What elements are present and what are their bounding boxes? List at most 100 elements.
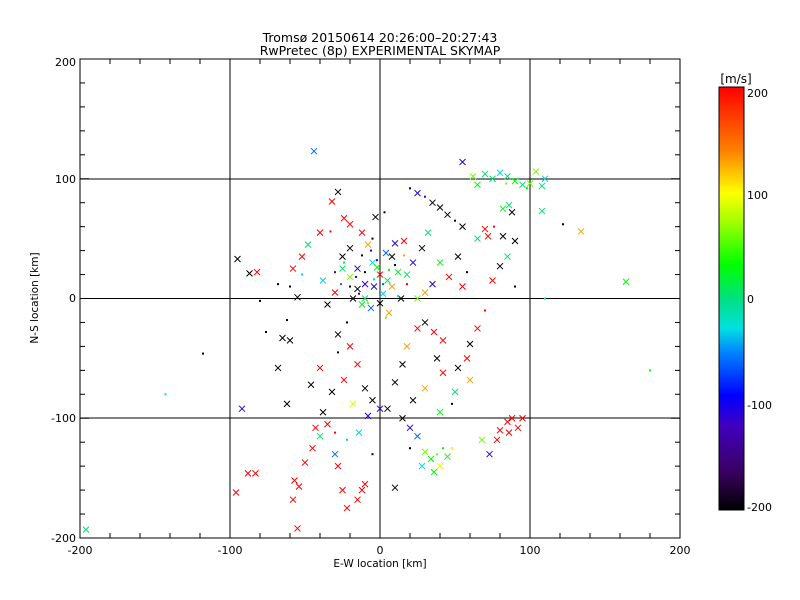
data-point-cross	[388, 283, 396, 290]
data-point-cross	[466, 376, 474, 384]
data-point-cross	[354, 496, 361, 504]
data-point-dot	[361, 254, 363, 257]
x-tick-label: -100	[218, 544, 243, 557]
data-point-cross	[294, 293, 301, 301]
data-point-dot	[265, 331, 267, 334]
data-point-cross	[433, 355, 441, 362]
data-point-dot	[403, 254, 405, 257]
data-point-cross	[372, 213, 379, 221]
data-point-cross	[406, 424, 414, 432]
colorbar-tick-label: -100	[747, 399, 772, 412]
data-point-cross	[499, 232, 507, 240]
data-point-cross	[388, 253, 396, 260]
data-point-cross	[481, 225, 489, 233]
data-point-dot	[409, 187, 411, 190]
data-point-cross	[274, 364, 282, 372]
data-point-cross	[414, 325, 421, 332]
data-point-cross	[400, 237, 408, 245]
data-point-cross	[301, 459, 309, 466]
data-point-cross	[519, 181, 526, 189]
data-point-cross	[376, 299, 384, 307]
colorbar-tick-label: 0	[747, 293, 754, 306]
data-point-dot	[202, 352, 204, 355]
data-point-cross	[384, 405, 391, 413]
data-point-cross	[484, 232, 492, 240]
data-point-dot	[466, 271, 468, 274]
data-point-cross	[376, 271, 384, 278]
data-point-cross	[279, 334, 286, 342]
data-point-cross	[459, 158, 466, 166]
data-point-cross	[316, 229, 324, 236]
data-point-dot	[373, 278, 375, 281]
data-point-cross	[339, 253, 346, 260]
data-point-cross	[252, 469, 259, 477]
data-point-cross	[496, 169, 504, 177]
data-point-dot	[382, 283, 384, 286]
data-point-cross	[331, 450, 339, 458]
data-point-cross	[391, 240, 399, 247]
data-point-cross	[474, 325, 481, 332]
data-points	[82, 147, 651, 533]
x-tick-label: 100	[520, 544, 541, 557]
data-point-cross	[304, 241, 312, 248]
data-point-cross	[451, 388, 459, 396]
data-point-cross	[409, 259, 417, 266]
data-point-cross	[469, 173, 477, 180]
data-point-dot	[406, 283, 408, 286]
data-point-cross	[421, 384, 429, 392]
data-point-cross	[421, 448, 429, 456]
data-point-cross	[316, 364, 324, 372]
data-point-dot	[301, 273, 303, 276]
data-point-cross	[379, 290, 387, 298]
data-point-cross	[358, 486, 366, 494]
data-point-cross	[283, 400, 291, 408]
data-point-cross	[496, 262, 504, 270]
data-point-cross	[414, 432, 421, 440]
data-point-dot	[358, 292, 360, 295]
data-point-cross	[394, 268, 402, 276]
data-point-cross	[493, 436, 501, 444]
data-point-cross	[346, 343, 354, 350]
data-point-cross	[429, 280, 436, 288]
data-point-dot	[370, 249, 372, 252]
data-point-cross	[319, 277, 327, 284]
data-point-cross	[358, 229, 366, 236]
data-point-dot	[346, 438, 348, 441]
data-point-cross	[361, 384, 369, 392]
data-point-cross	[349, 400, 357, 408]
data-point-cross	[358, 301, 366, 308]
data-point-dot	[164, 393, 167, 396]
data-point-cross	[298, 253, 306, 260]
data-point-cross	[499, 205, 507, 213]
colorbar-tick-label: 100	[747, 189, 768, 202]
colorbar	[719, 87, 744, 510]
data-point-cross	[349, 295, 357, 302]
data-point-dot	[376, 259, 378, 262]
data-point-cross	[466, 340, 474, 348]
data-point-cross	[234, 255, 241, 263]
data-point-cross	[414, 295, 421, 302]
data-point-cross	[391, 378, 399, 386]
x-tick-labels: -200 -100 0 100 200	[68, 544, 691, 557]
data-point-cross	[307, 381, 315, 389]
data-point-cross	[577, 228, 585, 235]
data-point-cross	[505, 201, 513, 209]
chart-subtitle: RwPretec (8p) EXPERIMENTAL SKYMAP	[260, 43, 501, 58]
grid-lines	[80, 59, 680, 538]
data-point-cross	[364, 241, 372, 248]
data-point-cross	[504, 253, 511, 260]
data-point-dot	[367, 302, 369, 305]
data-point-dot	[505, 182, 507, 185]
data-point-dot	[424, 195, 426, 198]
data-point-cross	[424, 229, 432, 236]
data-point-cross	[354, 265, 361, 272]
data-point-cross	[339, 486, 346, 494]
data-point-cross	[382, 249, 390, 257]
data-point-cross	[414, 189, 421, 197]
data-point-cross	[244, 469, 252, 477]
data-point-dot	[277, 283, 279, 286]
y-tick-label: 200	[55, 56, 76, 69]
data-point-cross	[399, 414, 406, 422]
y-tick-label: 100	[55, 173, 76, 186]
data-point-cross	[421, 289, 429, 296]
